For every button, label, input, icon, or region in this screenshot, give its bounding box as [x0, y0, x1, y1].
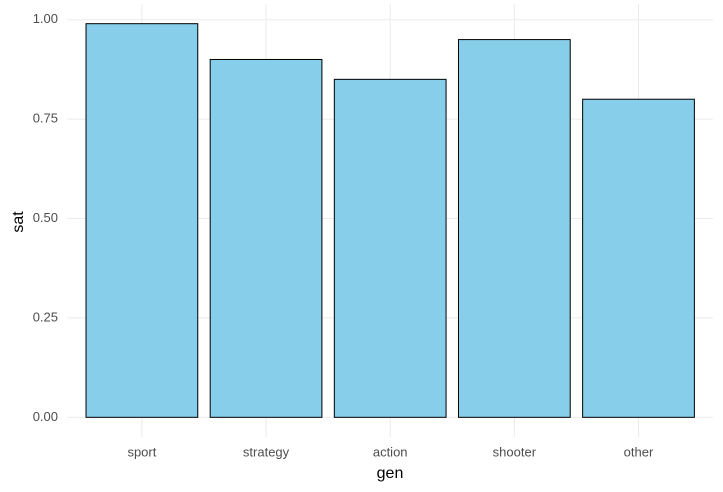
bar: [209, 58, 323, 418]
y-axis-title: sat: [10, 211, 27, 233]
bar: [333, 78, 447, 418]
y-tick-label: 0.00: [33, 409, 58, 424]
x-tick-label: shooter: [493, 444, 537, 459]
bar: [457, 39, 571, 418]
y-tick-label: 0.50: [33, 210, 58, 225]
y-tick-label: 0.75: [33, 111, 58, 126]
y-tick-label: 0.25: [33, 309, 58, 324]
y-tick-label: 1.00: [33, 11, 58, 26]
x-axis-title: gen: [377, 465, 404, 482]
x-tick-label: other: [624, 444, 654, 459]
x-tick-label: sport: [127, 444, 156, 459]
x-tick-label: strategy: [243, 444, 290, 459]
bar: [582, 98, 695, 418]
bar: [85, 23, 199, 418]
x-tick-label: action: [373, 444, 408, 459]
